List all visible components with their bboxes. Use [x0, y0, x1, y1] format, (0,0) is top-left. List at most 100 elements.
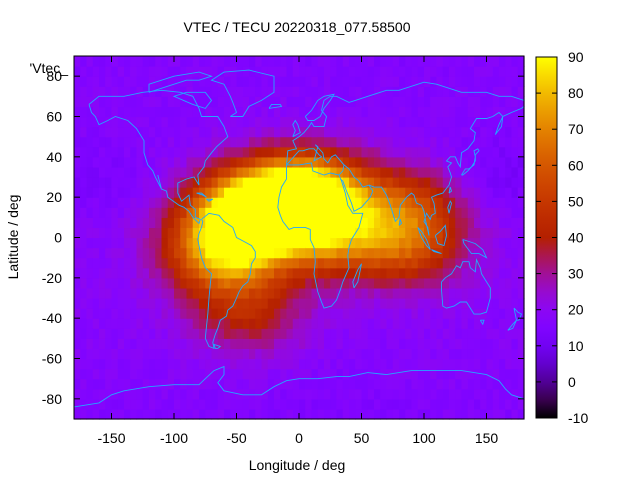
heatmap-cell — [349, 338, 356, 350]
heatmap-cell — [374, 177, 381, 188]
heatmap-cell — [230, 267, 238, 279]
heatmap-cell — [286, 388, 294, 400]
heatmap-cell — [367, 398, 375, 410]
heatmap-cell — [336, 227, 344, 239]
heatmap-cell — [467, 227, 475, 239]
heatmap-cell — [280, 257, 288, 269]
heatmap-cell — [336, 126, 344, 138]
heatmap-cell — [349, 328, 356, 339]
heatmap-cell — [261, 177, 269, 188]
heatmap-cell — [217, 96, 225, 108]
heatmap-cell — [305, 86, 313, 97]
heatmap-cell — [442, 237, 450, 249]
heatmap-cell — [505, 96, 513, 108]
heatmap-cell — [274, 136, 281, 148]
heatmap-cell — [392, 66, 400, 77]
heatmap-cell — [342, 237, 350, 249]
heatmap-cell — [242, 166, 250, 178]
heatmap-cell — [249, 267, 256, 279]
heatmap-cell — [417, 56, 425, 67]
heatmap-cell — [392, 156, 400, 168]
heatmap-cell — [242, 126, 250, 138]
heatmap-cell — [111, 76, 119, 87]
heatmap-cell — [105, 187, 113, 198]
heatmap-cell — [149, 146, 156, 158]
heatmap-cell — [386, 227, 394, 239]
heatmap-cell — [99, 247, 106, 259]
heatmap-cell — [292, 86, 300, 97]
heatmap-cell — [355, 166, 363, 178]
heatmap-cell — [274, 277, 281, 289]
heatmap-cell — [430, 146, 438, 158]
heatmap-cell — [280, 76, 288, 87]
heatmap-cell — [455, 408, 463, 420]
heatmap-cell — [455, 106, 463, 118]
heatmap-cell — [361, 126, 369, 138]
heatmap-cell — [336, 187, 344, 198]
heatmap-cell — [467, 358, 475, 370]
coastline-path — [286, 144, 345, 176]
heatmap-cell — [467, 207, 475, 218]
heatmap-cell — [130, 408, 138, 420]
heatmap-cell — [467, 348, 475, 360]
heatmap-cell — [511, 328, 519, 339]
heatmap-cell — [280, 318, 288, 329]
heatmap-cell — [324, 187, 331, 198]
heatmap-cell — [155, 237, 163, 249]
heatmap-cell — [342, 368, 350, 380]
heatmap-cell — [386, 277, 394, 289]
heatmap-cell — [480, 156, 488, 168]
heatmap-cell — [455, 227, 463, 239]
heatmap-cell — [411, 166, 419, 178]
heatmap-cell — [149, 267, 156, 279]
y-tick-label: -20 — [42, 270, 62, 286]
y-tick-label: 60 — [46, 109, 62, 125]
heatmap-cell — [505, 298, 513, 309]
heatmap-cell — [336, 408, 344, 420]
heatmap-cell — [155, 126, 163, 138]
heatmap-cell — [249, 217, 256, 229]
heatmap-cell — [167, 227, 175, 239]
heatmap-cell — [449, 368, 456, 380]
heatmap-cell — [80, 237, 88, 249]
heatmap-cell — [280, 96, 288, 108]
heatmap-cell — [249, 237, 256, 249]
heatmap-cell — [286, 56, 294, 67]
coastline-path — [513, 307, 523, 321]
heatmap-cell — [417, 368, 425, 380]
heatmap-cell — [236, 348, 244, 360]
heatmap-cell — [299, 227, 306, 239]
heatmap-cell — [361, 227, 369, 239]
heatmap-cell — [224, 277, 231, 289]
heatmap-cell — [292, 166, 300, 178]
heatmap-cell — [211, 177, 219, 188]
coastline-path — [286, 81, 525, 165]
heatmap-cell — [474, 378, 481, 390]
heatmap-cell — [292, 197, 300, 208]
heatmap-cell — [99, 378, 106, 390]
heatmap-cell — [74, 358, 81, 370]
heatmap-cell — [417, 86, 425, 97]
heatmap-cell — [105, 388, 113, 400]
heatmap-cell — [92, 146, 100, 158]
heatmap-cell — [261, 398, 269, 410]
heatmap-cell — [330, 348, 338, 360]
heatmap-cell — [480, 408, 488, 420]
heatmap-cell — [224, 267, 231, 279]
heatmap-cell — [249, 398, 256, 410]
heatmap-cell — [405, 217, 413, 229]
heatmap-cell — [492, 308, 500, 319]
heatmap-cell — [142, 197, 150, 208]
heatmap-cell — [161, 368, 169, 380]
heatmap-cell — [130, 338, 138, 350]
heatmap-cell — [349, 187, 356, 198]
heatmap-cell — [186, 106, 194, 118]
heatmap-cell — [255, 308, 263, 319]
heatmap-cell — [117, 368, 125, 380]
heatmap-cell — [405, 257, 413, 269]
heatmap-cell — [105, 227, 113, 239]
heatmap-cell — [274, 378, 281, 390]
heatmap-cell — [442, 308, 450, 319]
heatmap-cell — [186, 388, 194, 400]
heatmap-cell — [317, 146, 325, 158]
